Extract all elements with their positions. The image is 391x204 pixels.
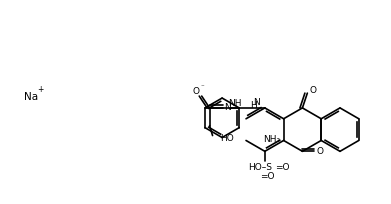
Text: HO–S: HO–S xyxy=(248,163,272,172)
Text: ⁻: ⁻ xyxy=(201,84,204,90)
Text: NH₂: NH₂ xyxy=(263,135,280,144)
Text: HO: HO xyxy=(221,134,234,143)
Text: O: O xyxy=(317,147,324,156)
Text: +: + xyxy=(37,85,43,94)
Text: =O: =O xyxy=(275,163,289,172)
Text: NH: NH xyxy=(228,100,242,109)
Text: Na: Na xyxy=(24,92,38,102)
Text: O: O xyxy=(310,86,317,95)
Text: H: H xyxy=(250,101,257,110)
Text: =O: =O xyxy=(260,172,274,182)
Text: N: N xyxy=(224,103,231,112)
Text: O: O xyxy=(192,87,199,96)
Text: N: N xyxy=(253,99,260,108)
